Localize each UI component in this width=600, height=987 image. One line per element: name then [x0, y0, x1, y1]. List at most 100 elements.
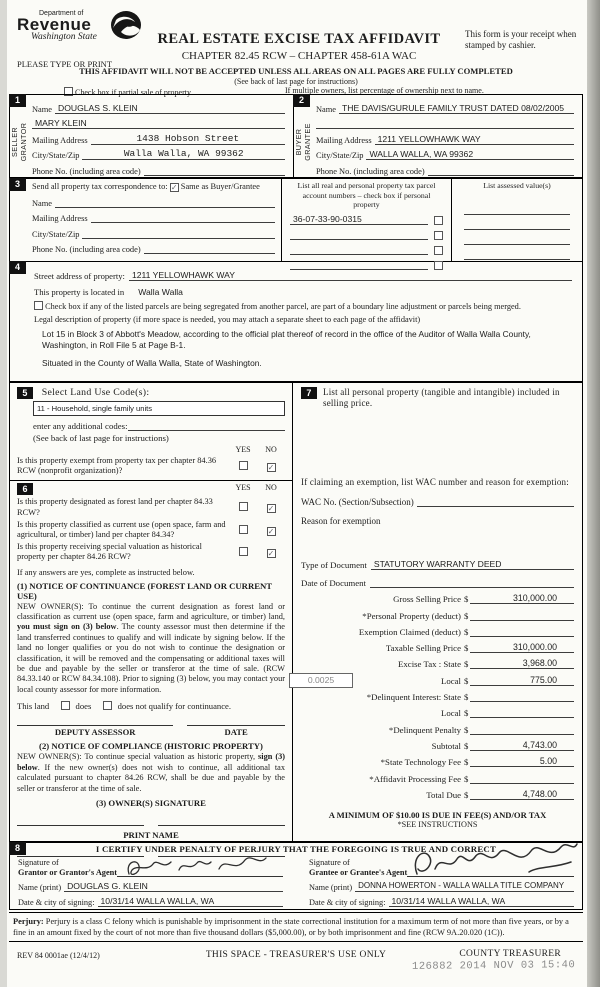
- grantor-signature-ink: [127, 857, 267, 875]
- see-back-note: (See back of last page for instructions): [234, 77, 358, 86]
- notice-compliance-title: (2) NOTICE OF COMPLIANCE (HISTORIC PROPE…: [39, 741, 263, 752]
- middle-columns: 5 Select Land Use Code(s): 11 - Househol…: [9, 382, 583, 857]
- fee-input-local[interactable]: 775.00: [470, 675, 574, 686]
- fee-input-excise-state[interactable]: 3,968.00: [470, 658, 574, 670]
- parcel-personal-checkbox-2[interactable]: [434, 230, 443, 240]
- parcel-input-4[interactable]: [290, 259, 428, 270]
- owner-signature-line-1[interactable]: [17, 824, 144, 826]
- seller-address-label: Mailing Address: [32, 135, 88, 145]
- q-historical-yes-checkbox[interactable]: [238, 547, 248, 557]
- land-use-code-select[interactable]: 11 - Household, single family units: [33, 401, 285, 416]
- seller-city-label: City/State/Zip: [32, 151, 80, 160]
- fee-input-taxable[interactable]: 310,000.00: [470, 642, 574, 654]
- buyer-name-input[interactable]: THE DAVIS/GURULE FAMILY TRUST DATED 08/0…: [339, 103, 574, 114]
- wac-input[interactable]: [416, 496, 574, 507]
- fee-input-total-due[interactable]: 4,748.00: [470, 789, 574, 800]
- q-exempt-no-checkbox[interactable]: ✓: [266, 463, 276, 472]
- seller-city-input[interactable]: Walla Walla, WA 99362: [82, 148, 285, 160]
- form-title: REAL ESTATE EXCISE TAX AFFIDAVIT: [157, 31, 441, 47]
- print-name-line-1[interactable]: [17, 855, 144, 857]
- section4-property: 4 Street address of property: 1211 YELLO…: [9, 261, 583, 382]
- q-forest-yes-checkbox[interactable]: [238, 502, 248, 512]
- seller-name-input[interactable]: DOUGLAS S. KLEIN: [55, 103, 285, 114]
- fee-input-processing-fee[interactable]: [470, 773, 574, 784]
- fee-label-subtotal: Subtotal: [431, 740, 461, 751]
- grantor-agent-label: Grantor or Grantor's Agent: [18, 867, 118, 877]
- parcel-personal-checkbox-4[interactable]: [434, 260, 443, 270]
- land-does-not-checkbox[interactable]: [103, 701, 113, 711]
- q-forest-no-checkbox[interactable]: ✓: [266, 504, 276, 514]
- fee-input-subtotal[interactable]: 4,743.00: [470, 740, 574, 751]
- buyer-address-input[interactable]: 1211 YELLOWHAWK WAY: [374, 134, 574, 145]
- street-address-input[interactable]: 1211 YELLOWHAWK WAY: [128, 270, 572, 281]
- q-forest-land: Is this property designated as forest la…: [17, 497, 213, 517]
- date-of-document-input[interactable]: [369, 577, 574, 588]
- fee-input-tech-fee[interactable]: 5.00: [470, 756, 574, 768]
- type-of-document-input[interactable]: STATUTORY WARRANTY DEED: [370, 559, 574, 570]
- land-does-checkbox[interactable]: [61, 701, 71, 711]
- assessed-input-3[interactable]: [464, 234, 570, 245]
- fee-label-delinq-penalty: *Delinquent Penalty: [388, 724, 461, 735]
- exemption-note: If claiming an exemption, list WAC numbe…: [301, 477, 569, 487]
- parcel-personal-checkbox-1[interactable]: [434, 215, 443, 225]
- q-historical-no-checkbox[interactable]: ✓: [266, 549, 276, 559]
- seller-name2-input[interactable]: MARY KLEIN: [32, 118, 285, 129]
- fee-input-exemption[interactable]: [470, 626, 574, 637]
- corr-name-input[interactable]: [55, 197, 275, 208]
- fee-label-local: 0.0025 Local: [289, 672, 461, 688]
- same-as-buyer-checkbox[interactable]: ✓: [169, 183, 179, 192]
- grantee-date-input[interactable]: 10/31/14 WALLA WALLA, WA: [388, 896, 574, 907]
- fee-input-gross[interactable]: 310,000.00: [470, 593, 574, 605]
- parcel-input-3[interactable]: [290, 244, 428, 255]
- grantor-name-print-input[interactable]: DOUGLAS G. KLEIN: [64, 881, 283, 892]
- seller-phone-input[interactable]: [143, 165, 285, 176]
- grantor-signature-field[interactable]: [117, 855, 283, 877]
- section1-badge: 1: [9, 94, 26, 107]
- legal-situated-text: Situated in the County of Walla Walla, S…: [42, 358, 262, 368]
- buyer-name2-input[interactable]: [316, 118, 574, 129]
- fee-input-delinq-interest[interactable]: [470, 691, 574, 703]
- buyer-side-label: BUYER GRANTEE: [293, 123, 312, 161]
- buyer-phone-input[interactable]: [427, 165, 574, 176]
- corr-city-input[interactable]: [82, 228, 275, 239]
- seller-address-input[interactable]: 1438 Hobson Street: [90, 133, 285, 145]
- q-exempt-yes-checkbox[interactable]: [238, 461, 248, 470]
- buyer-name-label: Name: [316, 104, 336, 114]
- located-in-input[interactable]: Walla Walla: [138, 287, 183, 297]
- deputy-assessor-line[interactable]: DEPUTY ASSESSOR: [17, 725, 174, 737]
- section3-badge: 3: [9, 178, 26, 191]
- same-as-buyer-label: Same as Buyer/Grantee: [180, 182, 260, 191]
- assessed-input-1[interactable]: [464, 204, 570, 215]
- treasurer-space-label: THIS SPACE - TREASURER'S USE ONLY: [205, 950, 387, 960]
- revenue-swoosh-icon: [111, 11, 141, 39]
- fee-label-gross: Gross Selling Price: [393, 594, 461, 605]
- buyer-address-label: Mailing Address: [316, 135, 372, 145]
- parcel-personal-checkbox-3[interactable]: [434, 245, 443, 255]
- assessed-input-4[interactable]: [464, 249, 570, 260]
- corr-phone-input[interactable]: [143, 243, 275, 254]
- buyer-city-input[interactable]: WALLA WALLA, WA 99362: [366, 149, 574, 160]
- land-use-title: Select Land Use Code(s):: [41, 387, 150, 398]
- fee-input-delinq-local[interactable]: [470, 707, 574, 719]
- q-current-yes-checkbox[interactable]: [238, 524, 248, 534]
- grantee-signature-block: Signature of Grantee or Grantee's Agent N…: [309, 843, 578, 907]
- print-name-line-2[interactable]: [158, 855, 285, 857]
- q-current-no-checkbox[interactable]: ✓: [266, 526, 276, 536]
- deputy-date-line[interactable]: DATE: [187, 725, 285, 737]
- parcel-input-2[interactable]: [290, 229, 428, 240]
- grantee-signature-field[interactable]: [407, 843, 578, 877]
- grantor-date-input[interactable]: 10/31/14 WALLA WALLA, WA: [97, 896, 283, 907]
- parcel-input-1[interactable]: 36-07-33-90-0315: [290, 214, 428, 225]
- section7-badge: 7: [301, 387, 317, 399]
- corr-address-input[interactable]: [90, 212, 275, 223]
- segregated-checkbox[interactable]: [34, 301, 43, 310]
- fee-input-personal[interactable]: [470, 610, 574, 621]
- fee-input-delinq-penalty[interactable]: [470, 724, 574, 735]
- owner-signature-line-2[interactable]: [158, 824, 285, 826]
- grantee-name-print-input[interactable]: DONNA HOWERTON - WALLA WALLA TITLE COMPA…: [355, 881, 574, 892]
- owners-signature-title: (3) OWNER(S) SIGNATURE: [96, 797, 206, 808]
- q-historical: Is this property receiving special valua…: [17, 542, 202, 562]
- assessed-input-2[interactable]: [464, 219, 570, 230]
- additional-codes-input[interactable]: [127, 420, 285, 431]
- personal-property-title: List all personal property (tangible and…: [323, 387, 560, 408]
